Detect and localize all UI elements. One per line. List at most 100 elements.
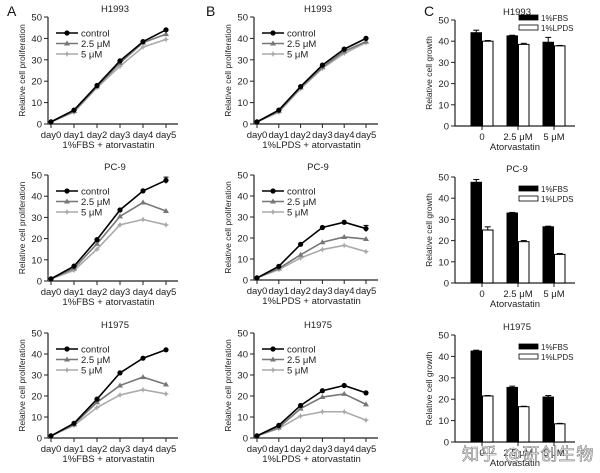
y-tick-label: 40	[31, 350, 42, 361]
x-tick-label: day1	[268, 286, 289, 297]
legend-label: 2.5 μM	[81, 39, 110, 50]
bar-1-fbs	[506, 34, 518, 127]
data-point	[363, 236, 369, 242]
data-point	[163, 347, 169, 353]
y-tick-label: 10	[438, 100, 449, 111]
legend-marker	[64, 51, 70, 57]
y-tick-label: 20	[31, 77, 42, 88]
y-tick-label: 30	[438, 373, 449, 384]
data-point	[319, 239, 326, 245]
legend-label: 1%FBS	[541, 14, 568, 23]
data-point	[71, 107, 77, 113]
legend-swatch	[518, 343, 539, 350]
x-tick-label: 0	[479, 289, 484, 300]
series-line	[50, 388, 167, 437]
chart-b-pc9: PC-9 0 10 20 30 40 50 Relative cell proliferati…	[223, 162, 378, 307]
x-tick-label: day2	[87, 287, 108, 298]
legend-label: control	[287, 29, 316, 40]
data-point	[117, 370, 123, 376]
data-point	[140, 216, 146, 223]
legend-label: 2.5 μM	[287, 197, 316, 208]
chart-c-h1993: H1993 0 10 20 30 40 50 Relative cell growth 0 2.5…	[424, 7, 575, 153]
data-point	[94, 404, 100, 411]
data-point	[319, 394, 326, 400]
y-tick-label: 30	[31, 213, 42, 224]
x-axis-label: 1%LPDS + atorvastatin	[262, 296, 360, 307]
series-control	[254, 219, 369, 281]
data-point	[163, 390, 169, 397]
y-tick-label: 30	[438, 215, 449, 226]
legend-label: control	[81, 187, 110, 198]
chart-a-h1975: H1975 0 10 20 30 40 50 Relative cell proliferat…	[17, 320, 178, 465]
x-tick-label: day1	[268, 130, 289, 141]
y-tick-label: 20	[237, 77, 248, 88]
legend-label: 2.5 μM	[287, 39, 316, 50]
legend-marker	[64, 40, 70, 46]
x-tick-label: day3	[312, 130, 333, 141]
series-line	[50, 201, 167, 280]
y-tick-label: 0	[444, 122, 449, 133]
bar	[506, 212, 518, 284]
y-tick-label: 0	[243, 434, 248, 445]
bar-1-lpds	[482, 226, 494, 284]
legend-marker	[270, 356, 276, 362]
x-tick-label: day5	[356, 286, 377, 297]
y-axis-label: Relative cell proliferation	[17, 24, 27, 117]
series-line	[50, 349, 167, 437]
y-tick-label: 20	[31, 392, 42, 403]
data-point	[298, 402, 304, 409]
bar-1-fbs	[542, 395, 554, 443]
legend-label: 1%LPDS	[541, 24, 573, 33]
series-5-m	[254, 39, 369, 125]
data-point	[71, 263, 77, 269]
data-point	[163, 221, 169, 228]
legend-label: 1%LPDS	[541, 353, 573, 362]
bar	[470, 350, 482, 443]
chart-title: H1975	[503, 322, 531, 333]
chart-c-h1975: H1975 0 10 20 30 40 50 Relative cell growth 0 2.5…	[424, 322, 575, 469]
x-tick-label: day3	[110, 130, 131, 141]
y-tick-label: 30	[31, 55, 42, 66]
bar	[518, 406, 530, 443]
data-point	[341, 50, 348, 57]
data-point	[163, 36, 169, 43]
chart-title: H1975	[101, 320, 129, 331]
x-tick-label: day1	[64, 444, 85, 455]
bar-1-fbs	[542, 225, 554, 284]
series-line	[50, 38, 167, 123]
data-point	[319, 388, 325, 394]
bar-1-lpds	[554, 422, 566, 443]
series-line	[50, 218, 167, 280]
legend-marker	[64, 198, 70, 204]
data-point	[297, 251, 304, 257]
legend-label: 1%FBS	[541, 343, 568, 352]
y-tick-label: 30	[237, 55, 248, 66]
x-tick-label: day4	[133, 287, 154, 298]
x-tick-label: day4	[334, 286, 355, 297]
data-point	[341, 219, 347, 225]
y-tick-label: 40	[237, 34, 248, 45]
data-point	[140, 188, 146, 194]
data-point	[163, 31, 169, 37]
y-tick-label: 40	[438, 37, 449, 48]
legend-label: 1%FBS	[541, 185, 568, 194]
y-tick-label: 20	[237, 392, 248, 403]
x-tick-label: day5	[356, 130, 377, 141]
legend-label: 2.5 μM	[81, 355, 110, 366]
x-tick-label: 5 μM	[543, 132, 564, 143]
legend-marker	[270, 367, 276, 373]
data-point	[341, 46, 347, 52]
legend-marker	[270, 346, 276, 352]
legend-swatch	[518, 24, 539, 31]
series-control	[254, 382, 369, 439]
data-point	[363, 401, 369, 407]
bar	[518, 43, 530, 127]
chart-title: PC-9	[307, 162, 329, 173]
legend-swatch	[518, 14, 539, 21]
bar	[506, 386, 518, 443]
legend-swatch	[518, 195, 539, 202]
y-tick-label: 50	[438, 331, 449, 342]
